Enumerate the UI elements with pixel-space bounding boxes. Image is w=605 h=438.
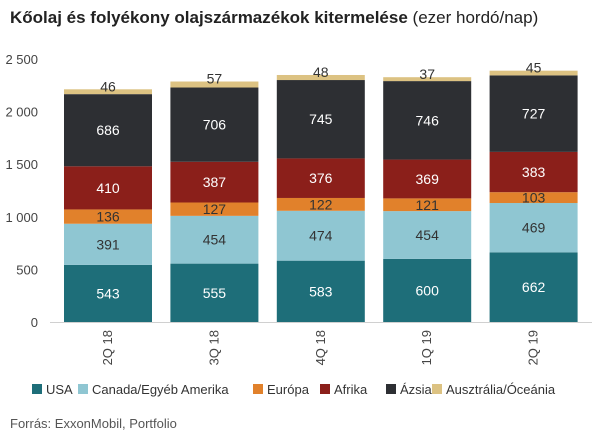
data-label: 121 — [416, 197, 440, 213]
bar-segment — [489, 192, 578, 204]
data-label: 706 — [203, 117, 227, 133]
source-note: Forrás: ExxonMobil, Portfolio — [10, 416, 177, 431]
data-label: 103 — [522, 190, 546, 206]
bar-segment — [64, 264, 152, 322]
data-label: 746 — [416, 112, 440, 128]
data-label: 136 — [96, 209, 120, 225]
data-label: 555 — [203, 285, 227, 301]
bar-segment — [170, 215, 259, 264]
x-tick-label: 3Q 18 — [206, 330, 221, 365]
bar-segment — [383, 258, 472, 322]
legend-swatch — [32, 384, 42, 394]
bar-segment — [276, 80, 365, 159]
legend-item: Ausztrália/Óceánia — [432, 382, 556, 397]
legend-swatch — [432, 384, 442, 394]
legend-item: Európa — [253, 382, 310, 397]
legend-label: Európa — [267, 382, 310, 397]
legend-item: Afrika — [320, 382, 368, 397]
legend-label: Ázsia — [400, 382, 433, 397]
legend-label: Ausztrália/Óceánia — [446, 382, 556, 397]
data-label: 469 — [522, 220, 546, 236]
bar-segment — [276, 158, 365, 198]
legend-item: Canada/Egyéb Amerika — [78, 382, 229, 397]
bar-segment — [489, 75, 578, 152]
bar-segment — [383, 211, 472, 259]
bar-segment — [64, 166, 152, 210]
bar-segment — [383, 159, 472, 199]
y-tick-label: 2 500 — [5, 52, 38, 67]
data-label: 454 — [416, 227, 440, 243]
data-label: 454 — [203, 232, 227, 248]
y-tick-label: 2 000 — [5, 105, 38, 120]
x-tick-label: 4Q 18 — [313, 330, 328, 365]
legend-label: Afrika — [334, 382, 368, 397]
bar-segment — [64, 94, 152, 167]
bar-segment — [64, 209, 152, 224]
legend-label: USA — [46, 382, 73, 397]
x-tick-label: 1Q 19 — [419, 330, 434, 365]
bar-segment — [170, 202, 259, 216]
data-label: 600 — [416, 282, 440, 298]
bar-segment — [276, 260, 365, 322]
bar-segment — [383, 81, 472, 160]
bar-segment — [276, 74, 365, 81]
data-label: 410 — [96, 180, 120, 196]
legend-item: Ázsia — [386, 382, 433, 397]
data-label: 391 — [96, 236, 120, 252]
legend-swatch — [320, 384, 330, 394]
data-label: 369 — [416, 171, 440, 187]
legend-label: Canada/Egyéb Amerika — [92, 382, 229, 397]
bar-segment — [170, 263, 259, 322]
data-label: 745 — [309, 111, 333, 127]
bar-segment — [489, 70, 578, 76]
data-label: 127 — [203, 201, 227, 217]
data-label: 57 — [207, 71, 223, 87]
data-label: 45 — [526, 60, 542, 76]
chart-title: Kőolaj és folyékony olajszármazékok kite… — [10, 8, 538, 28]
chart-title-unit: (ezer hordó/nap) — [412, 8, 539, 27]
y-tick-label: 1 000 — [5, 210, 38, 225]
y-tick-label: 0 — [31, 315, 38, 330]
data-label: 122 — [309, 196, 333, 212]
data-label: 376 — [309, 170, 333, 186]
data-label: 543 — [96, 285, 120, 301]
data-label: 46 — [100, 78, 116, 94]
data-label: 48 — [313, 64, 329, 80]
bar-segment — [170, 87, 259, 162]
bar-segment — [489, 252, 578, 322]
x-tick-label: 2Q 18 — [100, 330, 115, 365]
bar-segment — [64, 89, 152, 95]
bar-segment — [489, 151, 578, 193]
bar-segment — [170, 161, 259, 203]
legend-item: USA — [32, 382, 73, 397]
legend-swatch — [386, 384, 396, 394]
chart-title-main: Kőolaj és folyékony olajszármazékok kite… — [10, 8, 408, 27]
bar-segment — [64, 223, 152, 265]
data-label: 474 — [309, 228, 333, 244]
y-tick-label: 1 500 — [5, 157, 38, 172]
legend-swatch — [78, 384, 88, 394]
bar-segment — [383, 198, 472, 212]
bar-segment — [276, 197, 365, 211]
bar-segment — [276, 210, 365, 261]
bar-segment — [383, 77, 472, 82]
data-label: 583 — [309, 283, 333, 299]
data-label: 662 — [522, 279, 546, 295]
legend-swatch — [253, 384, 263, 394]
data-label: 37 — [419, 66, 435, 82]
data-label: 686 — [96, 122, 120, 138]
data-label: 387 — [203, 174, 227, 190]
x-tick-label: 2Q 19 — [526, 330, 541, 365]
data-label: 383 — [522, 164, 546, 180]
bar-segment — [170, 81, 259, 88]
data-label: 727 — [522, 106, 546, 122]
y-tick-label: 500 — [16, 262, 38, 277]
bar-segment — [489, 203, 578, 253]
